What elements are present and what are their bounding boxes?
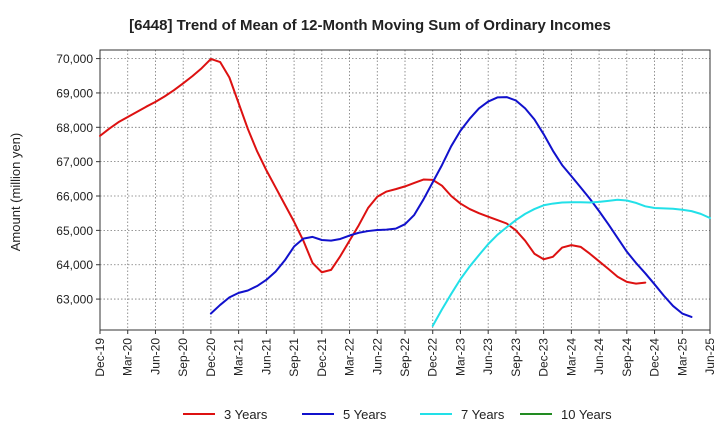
x-tick-label: Dec-22 (426, 338, 440, 377)
x-tick-label: Mar-23 (453, 338, 467, 376)
x-tick-label: Dec-19 (93, 338, 107, 377)
y-tick-label: 64,000 (56, 258, 93, 272)
x-tick-label: Jun-20 (148, 338, 162, 375)
legend: 3 Years 5 Years 7 Years 10 Years (183, 407, 612, 422)
y-tick-label: 69,000 (56, 86, 93, 100)
x-tick-label: Dec-24 (648, 338, 662, 377)
x-tick-label: Jun-22 (370, 338, 384, 375)
y-tick-label: 70,000 (56, 52, 93, 66)
series-line-5-years (209, 96, 693, 318)
series-line-3-years (99, 57, 647, 285)
legend-label: 5 Years (343, 407, 387, 422)
x-tick-label: Mar-25 (675, 338, 689, 376)
x-tick-label: Sep-21 (287, 338, 301, 377)
chart-title: [6448] Trend of Mean of 12-Month Moving … (129, 17, 611, 34)
series-layer (99, 57, 711, 327)
grid-layer (99, 50, 711, 330)
x-tick-label: Jun-23 (481, 338, 495, 375)
x-tick-label: Mar-20 (121, 338, 135, 376)
y-tick-label: 66,000 (56, 190, 93, 204)
y-tick-label: 65,000 (56, 224, 93, 238)
y-axis-label: Amount (million yen) (8, 133, 23, 252)
legend-label: 7 Years (461, 407, 505, 422)
x-tick-label: Dec-20 (204, 338, 218, 377)
series-line-7-years (431, 198, 711, 327)
x-tick-label: Mar-24 (564, 338, 578, 376)
y-tick-label: 68,000 (56, 121, 93, 135)
x-tick-label: Mar-22 (343, 338, 357, 376)
x-tick-label: Sep-24 (620, 338, 634, 377)
x-tick-label: Jun-24 (592, 338, 606, 375)
x-tick-label: Sep-20 (176, 338, 190, 377)
x-tick-label: Dec-23 (537, 338, 551, 377)
legend-label: 3 Years (224, 407, 268, 422)
x-tick-label: Jun-25 (703, 338, 717, 375)
x-tick-label: Mar-21 (232, 338, 246, 376)
y-tick-label: 67,000 (56, 155, 93, 169)
axes-layer: 63,000 64,000 65,000 66,000 67,000 68,000 69,0… (56, 49, 717, 377)
x-tick-label: Jun-21 (259, 338, 273, 375)
x-tick-label: Dec-21 (315, 338, 329, 377)
y-tick-label: 63,000 (56, 293, 93, 307)
x-tick-label: Sep-23 (509, 338, 523, 377)
legend-label: 10 Years (561, 407, 612, 422)
x-tick-label: Sep-22 (398, 338, 412, 377)
